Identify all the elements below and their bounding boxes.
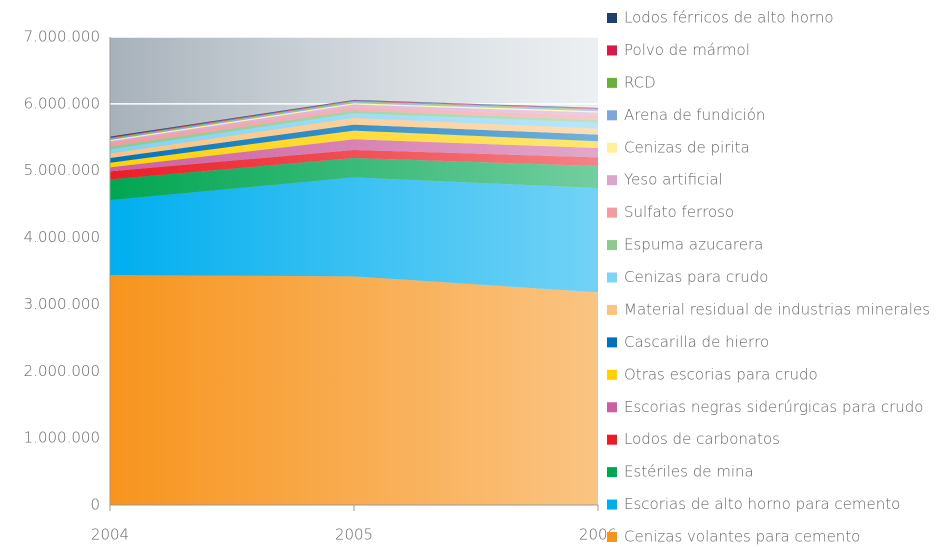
legend-swatch: [607, 110, 617, 121]
legend-swatch: [607, 142, 617, 153]
y-tick-label: 1.000.000: [24, 429, 100, 447]
legend-swatch: [607, 13, 617, 23]
legend-label: Escorias negras siderúrgicas para crudo: [624, 398, 923, 416]
legend-label: Cenizas de pirita: [624, 138, 750, 156]
x-tick-label: 2005: [335, 526, 373, 544]
y-tick-label: 2.000.000: [24, 362, 100, 380]
y-tick-label: 7.000.000: [24, 28, 100, 46]
legend-label: Lodos férricos de alto horno: [624, 9, 834, 27]
legend-label: Arena de fundición: [624, 106, 765, 124]
area-sheen: [110, 37, 598, 505]
legend-swatch: [607, 402, 617, 413]
legend-label: Espuma azucarera: [624, 236, 763, 254]
y-tick-label: 0: [90, 496, 100, 514]
legend-label: Escorias de alto horno para cemento: [624, 495, 900, 513]
legend-swatch: [607, 532, 617, 542]
legend-swatch: [607, 240, 617, 251]
legend-label: Otras escorias para crudo: [624, 365, 818, 383]
legend-swatch: [607, 207, 617, 218]
legend-label: Estériles de mina: [624, 463, 754, 481]
legend-label: Sulfato ferroso: [624, 203, 734, 221]
legend-swatch: [607, 272, 617, 283]
y-tick-label: 4.000.000: [24, 228, 100, 246]
y-tick-label: 5.000.000: [24, 161, 100, 179]
legend-label: Yeso artificial: [624, 171, 723, 189]
legend-swatch: [607, 45, 617, 56]
y-tick-label: 6.000.000: [24, 94, 100, 112]
legend-swatch: [607, 77, 617, 88]
legend-swatch: [607, 467, 617, 478]
legend-swatch: [607, 369, 617, 380]
legend-swatch: [607, 499, 617, 510]
legend-label: Cenizas volantes para cemento: [624, 528, 860, 546]
y-tick-label: 3.000.000: [24, 295, 100, 313]
legend-label: Cenizas para crudo: [624, 268, 769, 286]
x-tick-label: 2004: [91, 526, 129, 544]
legend-swatch: [607, 175, 617, 186]
legend-label: Polvo de mármol: [624, 41, 750, 59]
legend-swatch: [607, 337, 617, 348]
legend-label: Cascarilla de hierro: [624, 333, 769, 351]
legend-label: RCD: [624, 73, 656, 91]
legend-label: Lodos de carbonatos: [624, 430, 780, 448]
legend-label: Material residual de industrias minerale…: [624, 300, 930, 318]
legend-swatch: [607, 304, 617, 315]
legend-swatch: [607, 434, 617, 445]
